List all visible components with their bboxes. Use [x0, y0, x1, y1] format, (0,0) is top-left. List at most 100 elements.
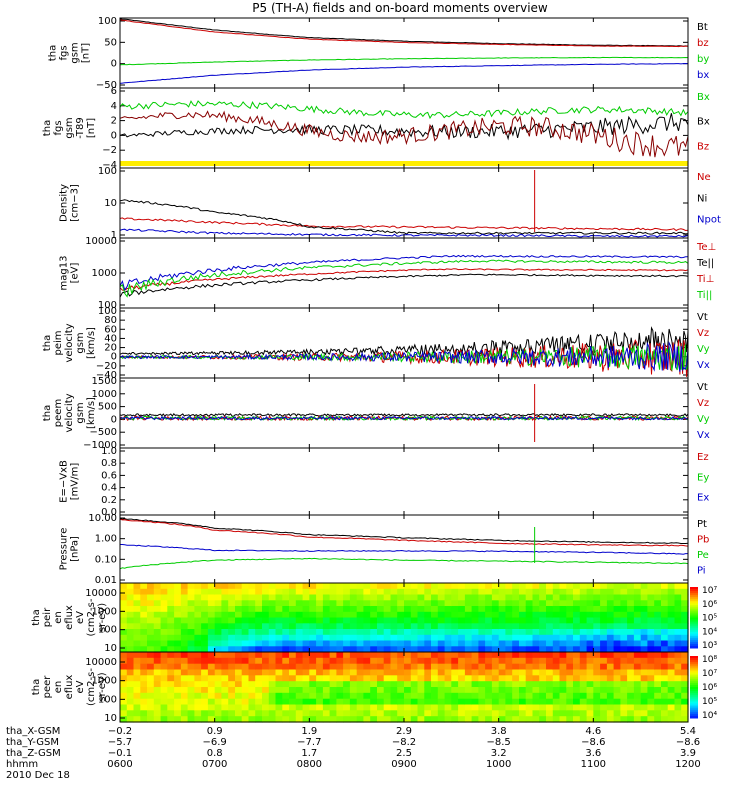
spectrogram-cell: [519, 611, 527, 619]
spectrogram-cell: [606, 687, 615, 694]
spectrogram-cell: [661, 704, 669, 711]
spectrogram-cell: [600, 698, 608, 706]
panel-ylabel-line: en: [53, 611, 64, 624]
spectrogram-cell: [248, 606, 256, 613]
spectrogram-cell: [579, 629, 588, 636]
spectrogram-cell: [633, 692, 642, 700]
colorbar-cell: [690, 678, 698, 682]
spectrogram-cell: [309, 646, 317, 653]
colorbar-cell: [690, 687, 698, 690]
colorbar-cell: [690, 691, 698, 694]
spectrogram-cell: [241, 583, 250, 590]
spectrogram-cell: [593, 623, 601, 630]
panel-tick: 1.00: [95, 534, 117, 545]
spectrogram-cell: [302, 687, 310, 694]
spectrogram-cell: [228, 710, 236, 717]
spectrogram-cell: [444, 634, 452, 642]
spectrogram-cell: [370, 698, 378, 706]
spectrogram-cell: [221, 675, 229, 682]
spectrogram-cell: [633, 634, 642, 642]
spectrogram-cell: [390, 611, 398, 619]
spectrogram-cell: [262, 669, 270, 676]
spectrogram-cell: [478, 617, 486, 624]
spectrogram-cell: [336, 583, 344, 590]
spectrogram-cell: [424, 704, 432, 711]
spectrogram-cell: [268, 657, 277, 665]
spectrogram-cell: [431, 652, 439, 659]
spectrogram-cell: [390, 588, 398, 596]
spectrogram-cell: [654, 623, 662, 630]
spectrogram-cell: [187, 588, 195, 596]
colorbar-cell: [690, 715, 698, 719]
spectrogram-cell: [451, 652, 459, 659]
spectrogram-cell: [566, 663, 574, 671]
spectrogram-cell: [241, 681, 250, 688]
spectrogram-cell: [525, 634, 534, 642]
spectrogram-cell: [681, 640, 689, 647]
spectrogram-cell: [525, 710, 534, 717]
footer-y-value: −8.2: [392, 737, 416, 748]
panel-tick: −2: [102, 145, 117, 156]
spectrogram-cell: [349, 710, 358, 717]
spectrogram-cell: [201, 640, 209, 647]
spectrogram-cell: [491, 634, 500, 642]
spectrogram-cell: [519, 657, 527, 665]
spectrogram-cell: [410, 634, 419, 642]
spectrogram-cell: [336, 681, 344, 688]
panel-ylabel-line: eflux: [64, 675, 75, 700]
spectrogram-cell: [654, 611, 662, 619]
spectrogram-cell: [444, 646, 452, 653]
spectrogram-cell: [295, 640, 304, 647]
spectrogram-cell: [214, 629, 223, 636]
spectrogram-cell: [235, 652, 243, 659]
spectrogram-cell: [187, 675, 195, 682]
spectrogram-cell: [282, 704, 290, 711]
spectrogram-cell: [343, 640, 351, 647]
spectrogram-cell: [674, 716, 682, 723]
spectrogram-cell: [498, 634, 507, 642]
colorbar-cell: [690, 605, 698, 608]
spectrogram-cell: [390, 704, 398, 711]
spectrogram-cell: [437, 710, 446, 717]
spectrogram-cell: [681, 704, 689, 711]
spectrogram-cell: [498, 629, 507, 636]
spectrogram-cell: [241, 675, 250, 682]
colorbar-cell: [690, 631, 698, 635]
spectrogram-cell: [424, 617, 432, 624]
spectrogram-cell: [309, 600, 317, 607]
spectrogram-cell: [640, 663, 649, 671]
footer-x-value: 3.8: [491, 726, 507, 737]
spectrogram-cell: [295, 652, 304, 659]
spectrogram-cell: [579, 657, 588, 665]
panel-ylabel-line: [mV/m]: [70, 463, 81, 501]
spectrogram-cell: [627, 617, 635, 624]
spectrogram-cell: [289, 600, 297, 607]
spectrogram-cell: [633, 663, 642, 671]
spectrogram-cell: [525, 681, 534, 688]
spectrogram-cell: [451, 583, 459, 590]
panel-ylabel-line: velocity: [64, 393, 75, 432]
spectrogram-cell: [505, 588, 513, 596]
footer-time-value: 0600: [107, 759, 132, 770]
spectrogram-cell: [160, 652, 168, 659]
spectrogram-cell: [126, 663, 135, 671]
series-Vt: [119, 413, 689, 417]
spectrogram-cell: [390, 657, 398, 665]
spectrogram-cell: [532, 623, 540, 630]
spectrogram-cell: [633, 652, 642, 659]
spectrogram-cell: [228, 594, 236, 601]
spectrogram-cell: [667, 652, 676, 659]
spectrogram-cell: [552, 594, 561, 601]
spectrogram-cell: [404, 588, 412, 596]
spectrogram-cell: [160, 716, 168, 723]
spectrogram-cell: [133, 594, 141, 601]
spectrogram-cell: [444, 675, 452, 682]
spectrogram-cell: [275, 634, 283, 642]
spectrogram-cell: [681, 611, 689, 619]
spectrogram-cell: [532, 646, 540, 653]
spectrogram-cell: [647, 687, 655, 694]
spectrogram-cell: [525, 698, 534, 706]
spectrogram-cell: [573, 716, 581, 723]
spectrogram-cell: [316, 704, 324, 711]
spectrogram-cell: [681, 588, 689, 596]
